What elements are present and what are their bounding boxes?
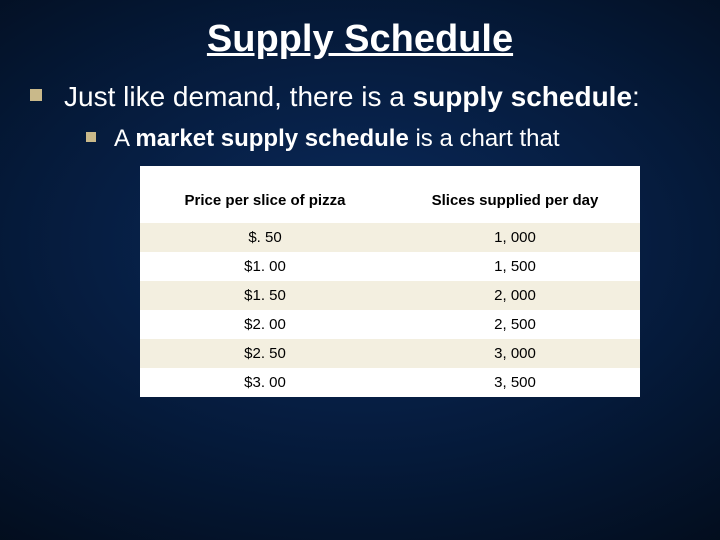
text-part: A [114,125,135,152]
table-cell-qty: 1, 500 [390,252,640,281]
slide: Supply Schedule Just like demand, there … [0,0,720,540]
table-row: $2. 50 3, 000 [140,339,640,368]
bullet-level1: Just like demand, there is a supply sche… [30,79,690,114]
table-cell-qty: 1, 000 [390,223,640,252]
bullet-level2-text: A market supply schedule is a chart that [114,124,560,154]
table-row: $2. 00 2, 500 [140,310,640,339]
table-header-row: Price per slice of pizza Slices supplied… [140,166,640,223]
table-cell-qty: 2, 500 [390,310,640,339]
table-cell-price: $. 50 [140,223,390,252]
text-bold: market supply schedule [135,125,408,152]
bullet-level1-text: Just like demand, there is a supply sche… [64,79,640,114]
text-bold: supply schedule [413,81,632,112]
table-cell-price: $1. 00 [140,252,390,281]
table-cell-qty: 3, 000 [390,339,640,368]
table-cell-price: $1. 50 [140,281,390,310]
bullet-level2-wrap: A market supply schedule is a chart that [86,124,690,154]
slide-title: Supply Schedule [30,18,690,61]
bullet-level2: A market supply schedule is a chart that [86,124,690,154]
table-cell-price: $2. 00 [140,310,390,339]
table-cell-qty: 2, 000 [390,281,640,310]
square-bullet-icon [30,89,42,101]
text-part: : [632,81,640,112]
table-cell-price: $3. 00 [140,368,390,397]
supply-table: Price per slice of pizza Slices supplied… [140,166,640,397]
text-part: is a chart that [409,125,560,152]
text-part: Just like demand, there is a [64,81,413,112]
table-row: $1. 00 1, 500 [140,252,640,281]
table-row: $. 50 1, 000 [140,223,640,252]
table-row: $1. 50 2, 000 [140,281,640,310]
table-row: $3. 00 3, 500 [140,368,640,397]
table-header-price: Price per slice of pizza [140,166,390,223]
table-cell-price: $2. 50 [140,339,390,368]
table-cell-qty: 3, 500 [390,368,640,397]
table-header-qty: Slices supplied per day [390,166,640,223]
square-bullet-icon [86,132,96,142]
